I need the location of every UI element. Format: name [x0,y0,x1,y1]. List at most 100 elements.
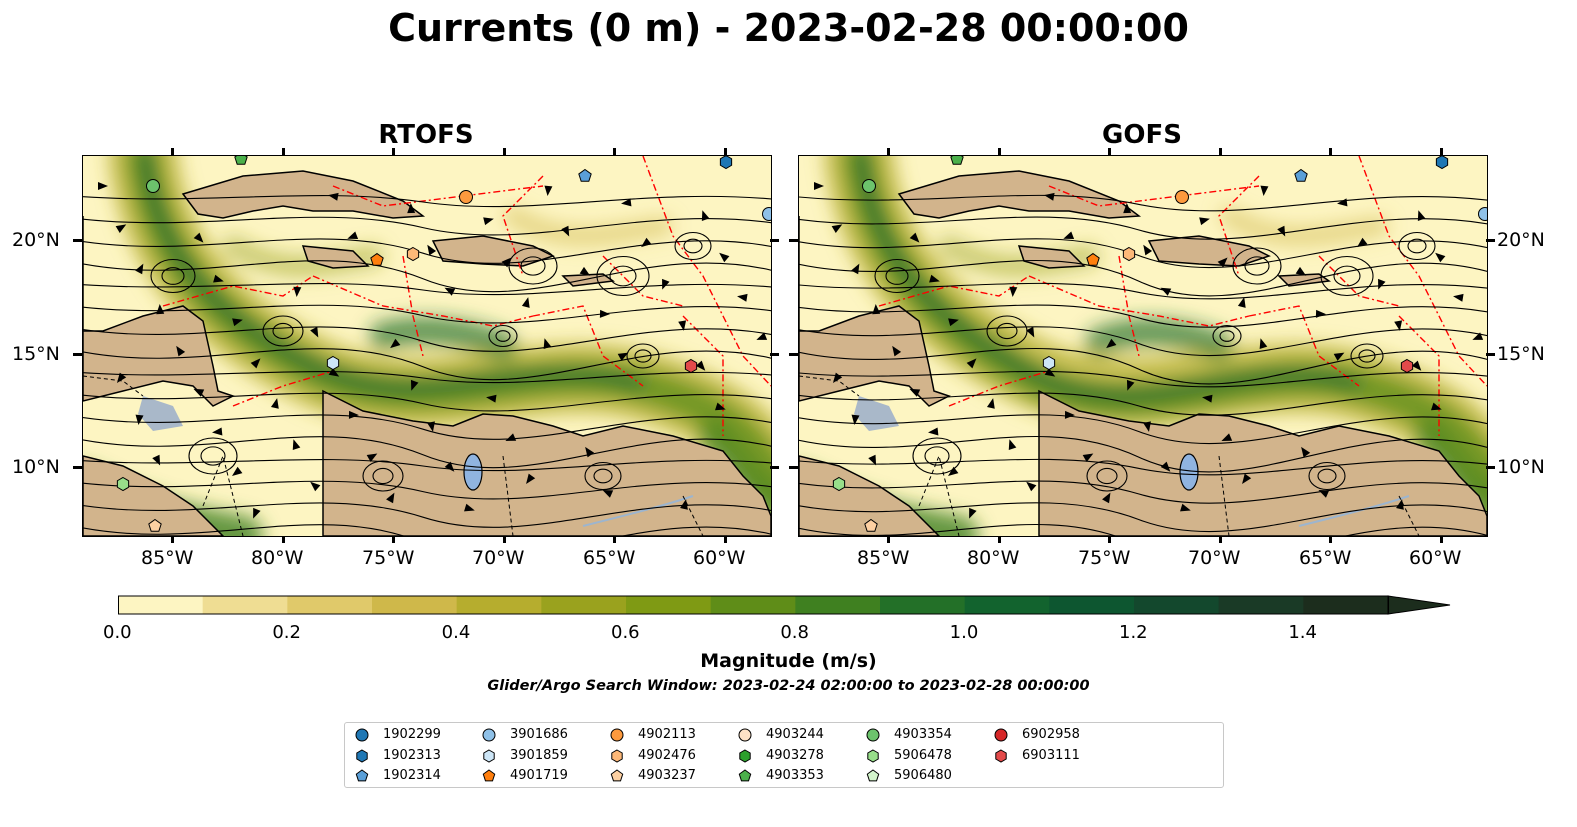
x-tick-rtofs-60w: 60°W [693,547,746,569]
colorbar-tick: 1.0 [949,622,979,643]
legend-label: 3901859 [510,747,568,763]
colorbar-segment [1134,596,1220,614]
tick-mark [789,466,798,469]
x-tick-rtofs-65w: 65°W [583,547,636,569]
y-tick-left-10n: 10°N [12,456,60,478]
map-canvas [83,156,771,536]
streamlines [799,194,1487,536]
legend-marker-icon [483,748,495,763]
tick-mark [998,536,1001,543]
legend-label: 1902313 [383,747,441,763]
legend-marker-icon [610,728,624,742]
tick-mark [282,536,285,543]
search-window-subtitle: Glider/Argo Search Window: 2023-02-24 02… [487,678,1090,694]
map-canvas [799,156,1487,536]
legend-marker-icon [482,769,496,782]
tick-mark [392,148,395,155]
legend-marker-icon [738,769,752,782]
colorbar-segment [118,596,204,614]
legend-label: 6902958 [1022,727,1080,742]
x-tick-rtofs-75w: 75°W [362,547,415,569]
float-markers [116,156,771,532]
colorbar-segment [710,596,796,614]
tick-mark [503,148,506,155]
colorbar-tick: 1.2 [1119,622,1148,643]
tick-mark [1329,536,1332,543]
legend-label: 4903353 [766,768,824,783]
y-tick-left-15n: 15°N [12,343,60,365]
tick-mark [1440,536,1443,543]
colorbar-segment [202,596,288,614]
legend-label: 1902299 [383,727,441,742]
legend-marker-icon [866,769,880,782]
tick-mark [1486,353,1495,356]
colorbar-segment [626,596,712,614]
tick-mark [613,148,616,155]
tick-mark [1219,536,1222,543]
legend-label: 4903354 [894,727,952,742]
legend-label: 5906480 [894,768,952,783]
colorbar [118,595,1451,615]
legend-marker-icon [611,748,623,763]
tick-mark [770,239,779,242]
legend-label: 4902476 [638,747,696,763]
rtofs-panel-title: RTOFS [378,120,474,150]
tick-mark [1440,148,1443,155]
figure-title: Currents (0 m) - 2023-02-28 00:00:00 [388,6,1189,50]
legend-label: 4903278 [766,747,824,763]
x-tick-rtofs-70w: 70°W [472,547,525,569]
tick-mark [613,536,616,543]
colorbar-segment [1218,596,1304,614]
x-tick-gofs-65w: 65°W [1299,547,1352,569]
tick-mark [998,148,1001,155]
tick-mark [1219,148,1222,155]
legend-marker-icon [355,769,369,782]
legend-marker-icon [867,748,879,763]
tick-mark [171,536,174,543]
tick-mark [171,148,174,155]
colorbar-segment [287,596,373,614]
flow-arrows [98,182,768,519]
colorbar-tick: 1.4 [1288,622,1317,643]
y-tick-right-20n: 20°N [1497,229,1545,251]
tick-mark [1108,536,1111,543]
legend-label: 6903111 [1022,747,1080,763]
colorbar-tick: 0.6 [611,622,640,643]
colorbar-segment [795,596,881,614]
tick-mark [1486,239,1495,242]
legend-label: 3901686 [510,727,568,742]
tick-mark [1108,148,1111,155]
y-tick-right-10n: 10°N [1497,456,1545,478]
tick-mark [724,148,727,155]
colorbar-segment [880,596,966,614]
flow-arrows [814,182,1484,519]
legend-marker-icon [355,728,369,742]
tick-mark [1486,466,1495,469]
x-tick-gofs-75w: 75°W [1078,547,1131,569]
legend-label: 5906478 [894,747,952,763]
colorbar-segment [456,596,542,614]
float-legend: 1902299 1902313 1902314 3901686 3901859 49017… [344,722,1224,788]
colorbar-segment [1303,596,1389,614]
colorbar-segment [541,596,627,614]
colorbar-extend-arrow [1387,595,1451,615]
x-tick-gofs-85w: 85°W [857,547,910,569]
legend-marker-icon [739,748,751,763]
gofs-panel-title: GOFS [1102,120,1182,150]
x-tick-rtofs-80w: 80°W [251,547,304,569]
legend-marker-icon [866,728,880,742]
tick-mark [789,239,798,242]
tick-mark [770,466,779,469]
gofs-current-map [798,155,1488,537]
legend-label: 4903237 [638,768,696,783]
tick-mark [73,239,82,242]
colorbar-segment [964,596,1050,614]
legend-marker-icon [610,769,624,782]
legend-label: 4901719 [510,768,568,783]
y-tick-right-15n: 15°N [1497,343,1545,365]
tick-mark [282,148,285,155]
x-tick-gofs-70w: 70°W [1188,547,1241,569]
colorbar-label: Magnitude (m/s) [700,650,877,672]
rtofs-current-map [82,155,772,537]
x-tick-gofs-60w: 60°W [1409,547,1462,569]
